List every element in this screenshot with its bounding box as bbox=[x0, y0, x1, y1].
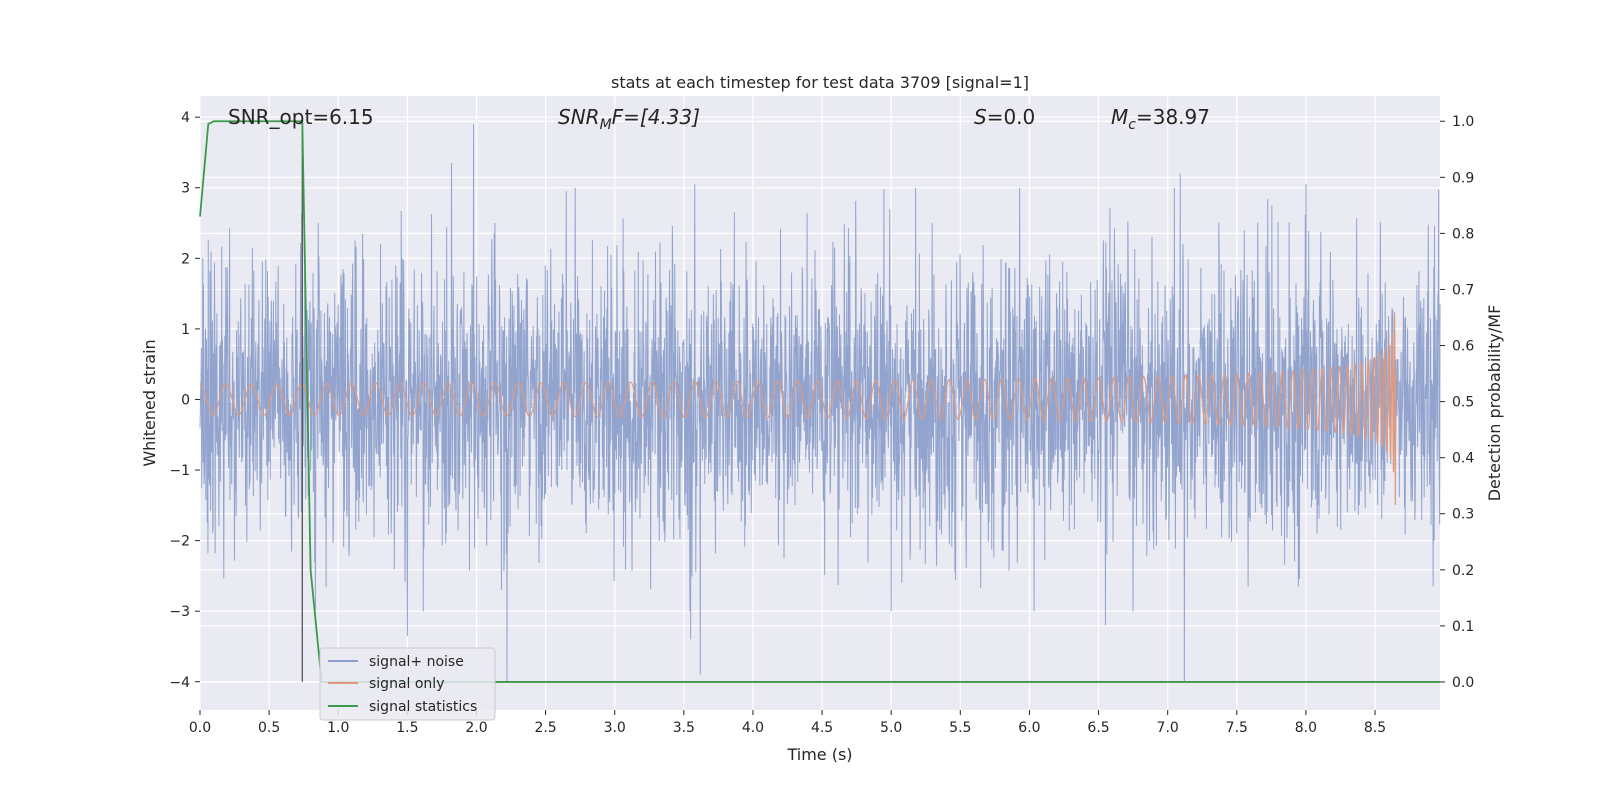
x-tick-label-14: 7.0 bbox=[1157, 720, 1179, 736]
y-axis-ticks: −4 −3 −2 −1 0 1 2 3 4 bbox=[169, 110, 200, 691]
y-tick-label-4: 0 bbox=[181, 392, 190, 408]
x-axis-ticks: 0.0 0.5 1.0 1.5 2.0 2.5 3.0 3.5 4.0 4.5 5.0 5.5 6.0 6… bbox=[189, 710, 1386, 736]
y-right-tick-label-10: 1.0 bbox=[1452, 114, 1474, 130]
x-tick-label-8: 4.0 bbox=[742, 720, 764, 736]
x-tick-label-0: 0.0 bbox=[189, 720, 211, 736]
annotation-snr-mf: SNRMF=[4.33] bbox=[558, 105, 700, 133]
annotation-mc: Mc=38.97 bbox=[1111, 105, 1210, 133]
legend: signal+ noise signal only signal statist… bbox=[319, 647, 496, 721]
y-right-tick-label-0: 0.0 bbox=[1452, 675, 1474, 691]
x-tick-label-2: 1.0 bbox=[327, 720, 349, 736]
x-tick-label-16: 8.0 bbox=[1295, 720, 1317, 736]
y-tick-label-5: 1 bbox=[181, 322, 190, 338]
x-axis-label: Time (s) bbox=[786, 745, 852, 764]
legend-label-signal-only: signal only bbox=[369, 676, 444, 692]
legend-label-signal-statistics: signal statistics bbox=[369, 699, 477, 715]
x-tick-label-9: 4.5 bbox=[811, 720, 833, 736]
y-tick-label-6: 2 bbox=[181, 251, 190, 267]
x-tick-label-4: 2.0 bbox=[465, 720, 487, 736]
y-right-tick-label-1: 0.1 bbox=[1452, 619, 1474, 635]
x-tick-label-11: 5.5 bbox=[949, 720, 971, 736]
series-signal-only bbox=[199, 312, 1397, 506]
y-right-tick-label-6: 0.6 bbox=[1452, 339, 1474, 355]
x-tick-label-1: 0.5 bbox=[258, 720, 280, 736]
y-tick-label-7: 3 bbox=[181, 181, 190, 197]
y-tick-label-1: −3 bbox=[169, 604, 190, 620]
series-signal-noise bbox=[199, 124, 1441, 682]
annotation-snr-opt: SNR_opt=6.15 bbox=[228, 105, 374, 129]
y-right-tick-label-5: 0.5 bbox=[1452, 395, 1474, 411]
y-tick-label-3: −1 bbox=[169, 463, 190, 479]
x-tick-label-15: 7.5 bbox=[1226, 720, 1248, 736]
x-tick-label-10: 5.0 bbox=[880, 720, 902, 736]
x-tick-label-6: 3.0 bbox=[604, 720, 626, 736]
y-right-tick-label-2: 0.2 bbox=[1452, 563, 1474, 579]
y-right-tick-label-7: 0.7 bbox=[1452, 282, 1474, 298]
legend-box bbox=[319, 647, 496, 721]
y-tick-label-8: 4 bbox=[181, 110, 190, 126]
line-signal-noise bbox=[199, 124, 1441, 682]
y-right-axis-label: Detection probability/MF bbox=[1485, 305, 1504, 502]
x-tick-label-12: 6.0 bbox=[1018, 720, 1040, 736]
x-tick-label-3: 1.5 bbox=[396, 720, 418, 736]
legend-label-signal-noise: signal+ noise bbox=[369, 654, 464, 670]
y-tick-label-2: −2 bbox=[169, 534, 190, 550]
chart-title: stats at each timestep for test data 370… bbox=[611, 73, 1029, 92]
y-right-axis-ticks: 0.0 0.1 0.2 0.3 0.4 0.5 0.6 0.7 0.8 0.9 1.0 bbox=[1440, 114, 1474, 691]
x-tick-label-7: 3.5 bbox=[673, 720, 695, 736]
annotation-s: S=0.0 bbox=[974, 105, 1035, 129]
y-right-tick-label-4: 0.4 bbox=[1452, 451, 1474, 467]
y-axis-label: Whitened strain bbox=[140, 339, 159, 466]
x-tick-label-5: 2.5 bbox=[534, 720, 556, 736]
y-right-tick-label-3: 0.3 bbox=[1452, 507, 1474, 523]
y-right-tick-label-9: 0.9 bbox=[1452, 170, 1474, 186]
x-tick-label-17: 8.5 bbox=[1364, 720, 1386, 736]
y-right-tick-label-8: 0.8 bbox=[1452, 226, 1474, 242]
line-signal-only bbox=[199, 312, 1397, 506]
y-tick-label-0: −4 bbox=[169, 675, 190, 691]
x-tick-label-13: 6.5 bbox=[1087, 720, 1109, 736]
